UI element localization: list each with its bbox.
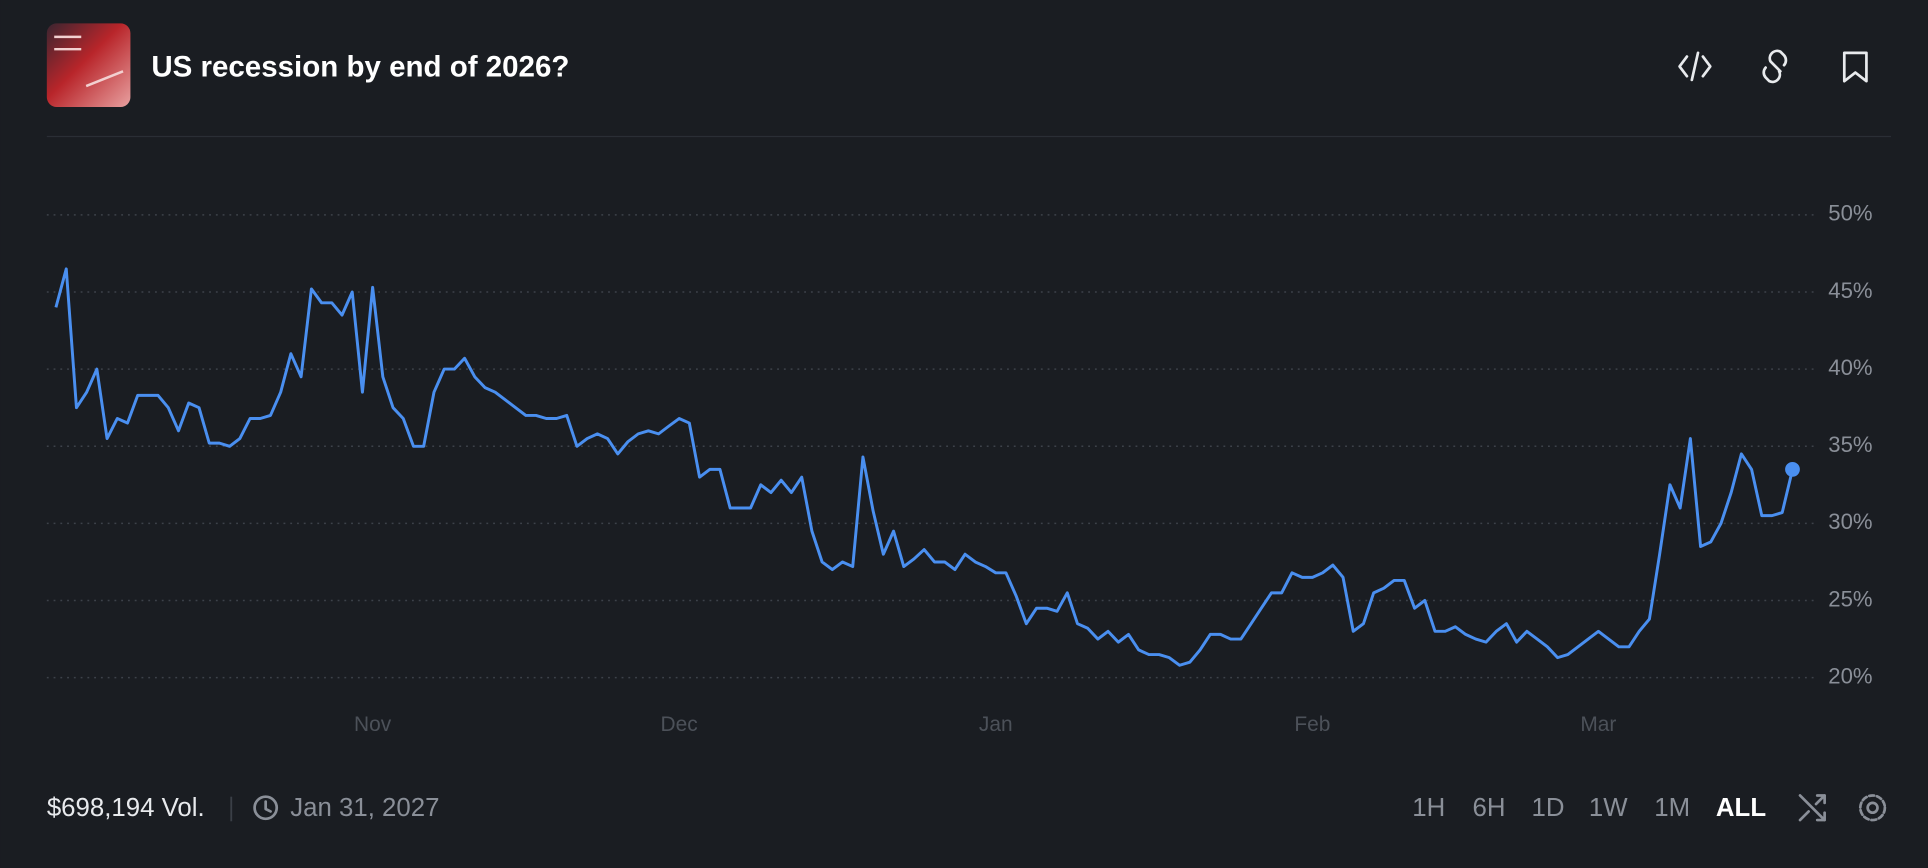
y-tick-label: 25%: [1828, 586, 1872, 611]
y-tick-label: 30%: [1828, 509, 1872, 534]
range-button[interactable]: 6H: [1472, 794, 1505, 822]
link-button[interactable]: [1762, 49, 1788, 84]
thumbnail-detail: [54, 35, 124, 88]
volume: $698,194 Vol.: [47, 794, 205, 822]
y-tick-label: 35%: [1828, 432, 1872, 457]
y-tick-label: 45%: [1828, 278, 1872, 303]
settings-button[interactable]: [1858, 794, 1887, 822]
clock-icon: [253, 795, 279, 821]
price-line: [54, 267, 1794, 667]
x-tick-label: Mar: [1580, 713, 1616, 736]
y-tick-label: 40%: [1828, 355, 1872, 380]
y-tick-label: 20%: [1828, 663, 1872, 688]
x-tick-label: Feb: [1294, 713, 1330, 736]
range-button[interactable]: 1D: [1532, 794, 1565, 822]
range-button[interactable]: 1H: [1412, 794, 1445, 822]
end-date: Jan 31, 2027: [290, 794, 439, 822]
range-button[interactable]: 1W: [1589, 794, 1628, 822]
range-button[interactable]: 1M: [1654, 794, 1690, 822]
plot: 20% 25% 30% 35% 40% 45% 50% Nov Dec Jan Feb Mar: [46, 201, 1873, 736]
x-tick-label: Nov: [354, 713, 392, 736]
range-selector: 1H 6H 1D 1W 1M ALL: [1412, 794, 1766, 822]
current-point: [1785, 462, 1800, 477]
market-thumbnail: [46, 23, 131, 107]
embed-button[interactable]: [1678, 51, 1712, 82]
bookmark-button[interactable]: [1842, 51, 1868, 83]
market-title: US recession by end of 2026?: [151, 51, 569, 84]
y-tick-label: 50%: [1828, 201, 1872, 226]
x-tick-label: Jan: [979, 713, 1013, 736]
shuffle-button[interactable]: [1798, 794, 1826, 822]
x-tick-label: Dec: [660, 713, 697, 736]
range-button[interactable]: ALL: [1716, 794, 1766, 822]
